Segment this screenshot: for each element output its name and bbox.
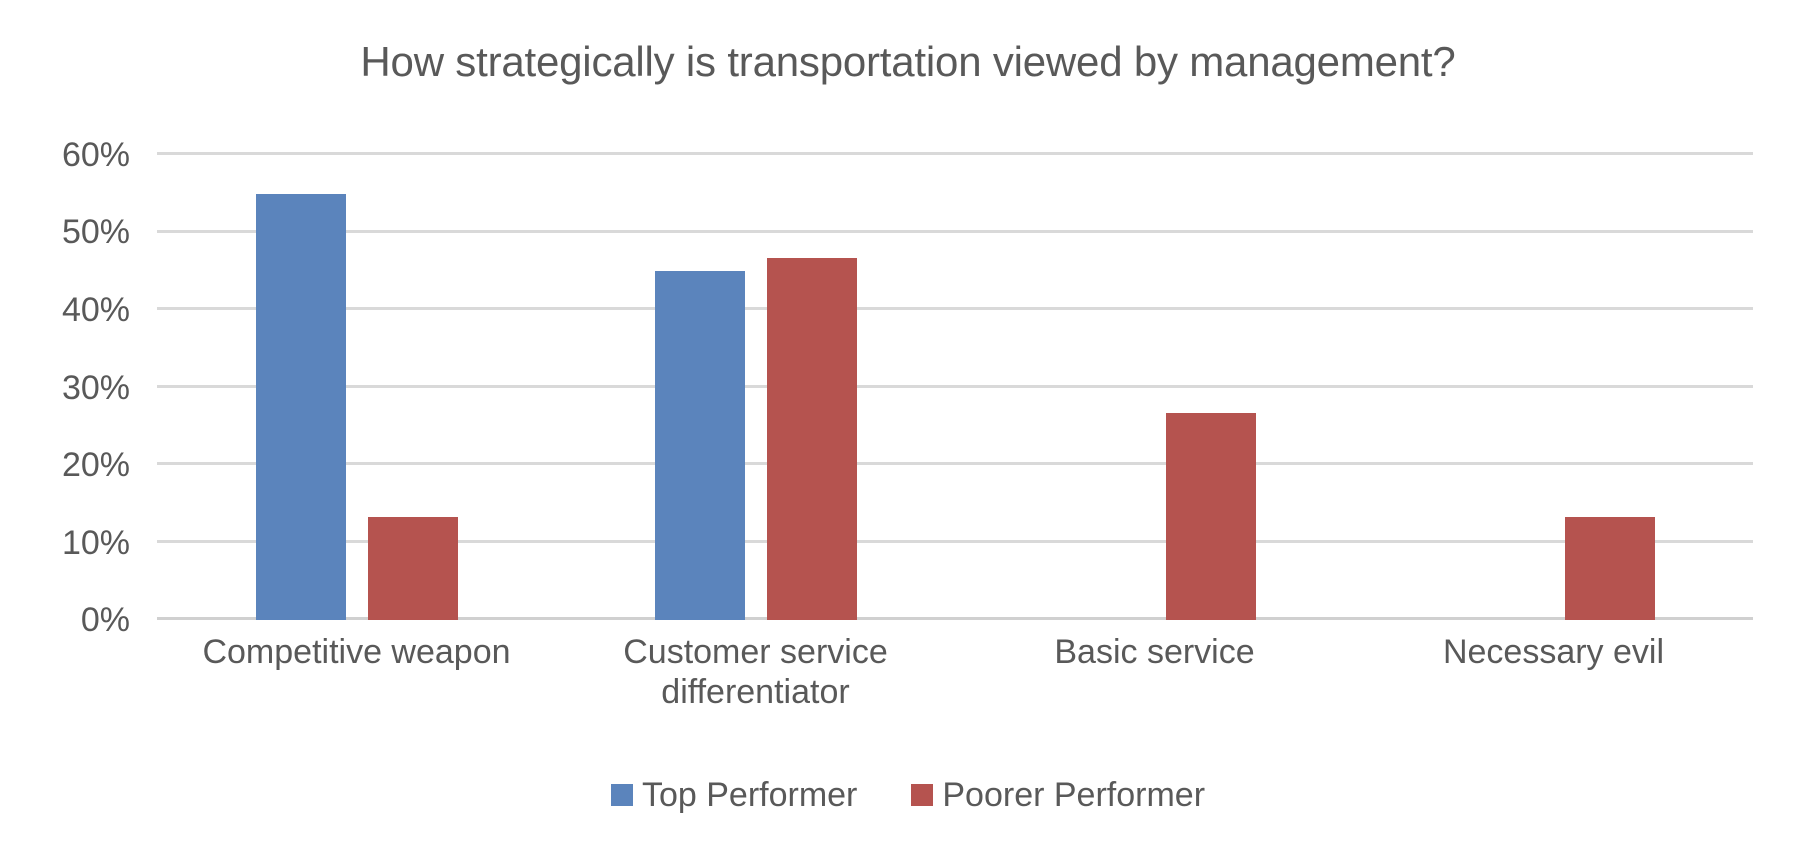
bar[interactable]	[1165, 413, 1256, 620]
y-axis-tick-label: 30%	[61, 368, 130, 407]
bar-group	[556, 155, 955, 620]
bar-group-bars	[1354, 155, 1753, 620]
y-axis-tick-label: 0%	[80, 601, 130, 639]
y-axis-tick-label: 50%	[61, 213, 130, 252]
bar-group-bars	[955, 155, 1354, 620]
x-axis-category-labels: Competitive weapon Customer service diffe…	[157, 632, 1753, 712]
x-axis-category-label: Necessary evil	[1442, 633, 1665, 671]
bar[interactable]	[367, 516, 458, 620]
bar-group	[955, 155, 1354, 620]
chart-title: How strategically is transportation view…	[360, 38, 1456, 85]
y-axis-tick-label: 60%	[61, 136, 130, 174]
bar[interactable]	[1564, 516, 1655, 620]
bar[interactable]	[255, 193, 346, 620]
x-axis-category-label: Customer service differentiator	[623, 633, 888, 712]
y-axis-tick-label: 20%	[61, 445, 130, 484]
bar[interactable]	[766, 258, 857, 620]
legend-swatch-icon	[610, 784, 633, 806]
y-axis-tick-label: 10%	[61, 523, 130, 562]
legend-item[interactable]: Poorer Performer	[911, 778, 1205, 812]
chart-legend: Top Performer Poorer Performer	[0, 778, 1816, 812]
y-axis-tick-label: 40%	[61, 290, 130, 329]
legend-label: Top Performer	[641, 776, 858, 814]
bar-groups	[157, 155, 1753, 620]
bar-group	[157, 155, 556, 620]
x-axis-category-label: Competitive weapon	[202, 633, 511, 671]
legend-item[interactable]: Top Performer	[610, 776, 858, 814]
bar[interactable]	[654, 271, 745, 620]
x-axis-category-label: Basic service	[1054, 633, 1255, 671]
bar-group-bars	[157, 155, 556, 620]
bar-group	[1354, 155, 1753, 620]
legend-swatch-icon	[911, 784, 934, 806]
y-axis-tick-labels: 60% 50% 40% 30% 20% 10% 0%	[0, 138, 130, 637]
plot-area	[157, 152, 1753, 620]
legend-label: Poorer Performer	[942, 776, 1206, 814]
bar-group-bars	[556, 155, 955, 620]
